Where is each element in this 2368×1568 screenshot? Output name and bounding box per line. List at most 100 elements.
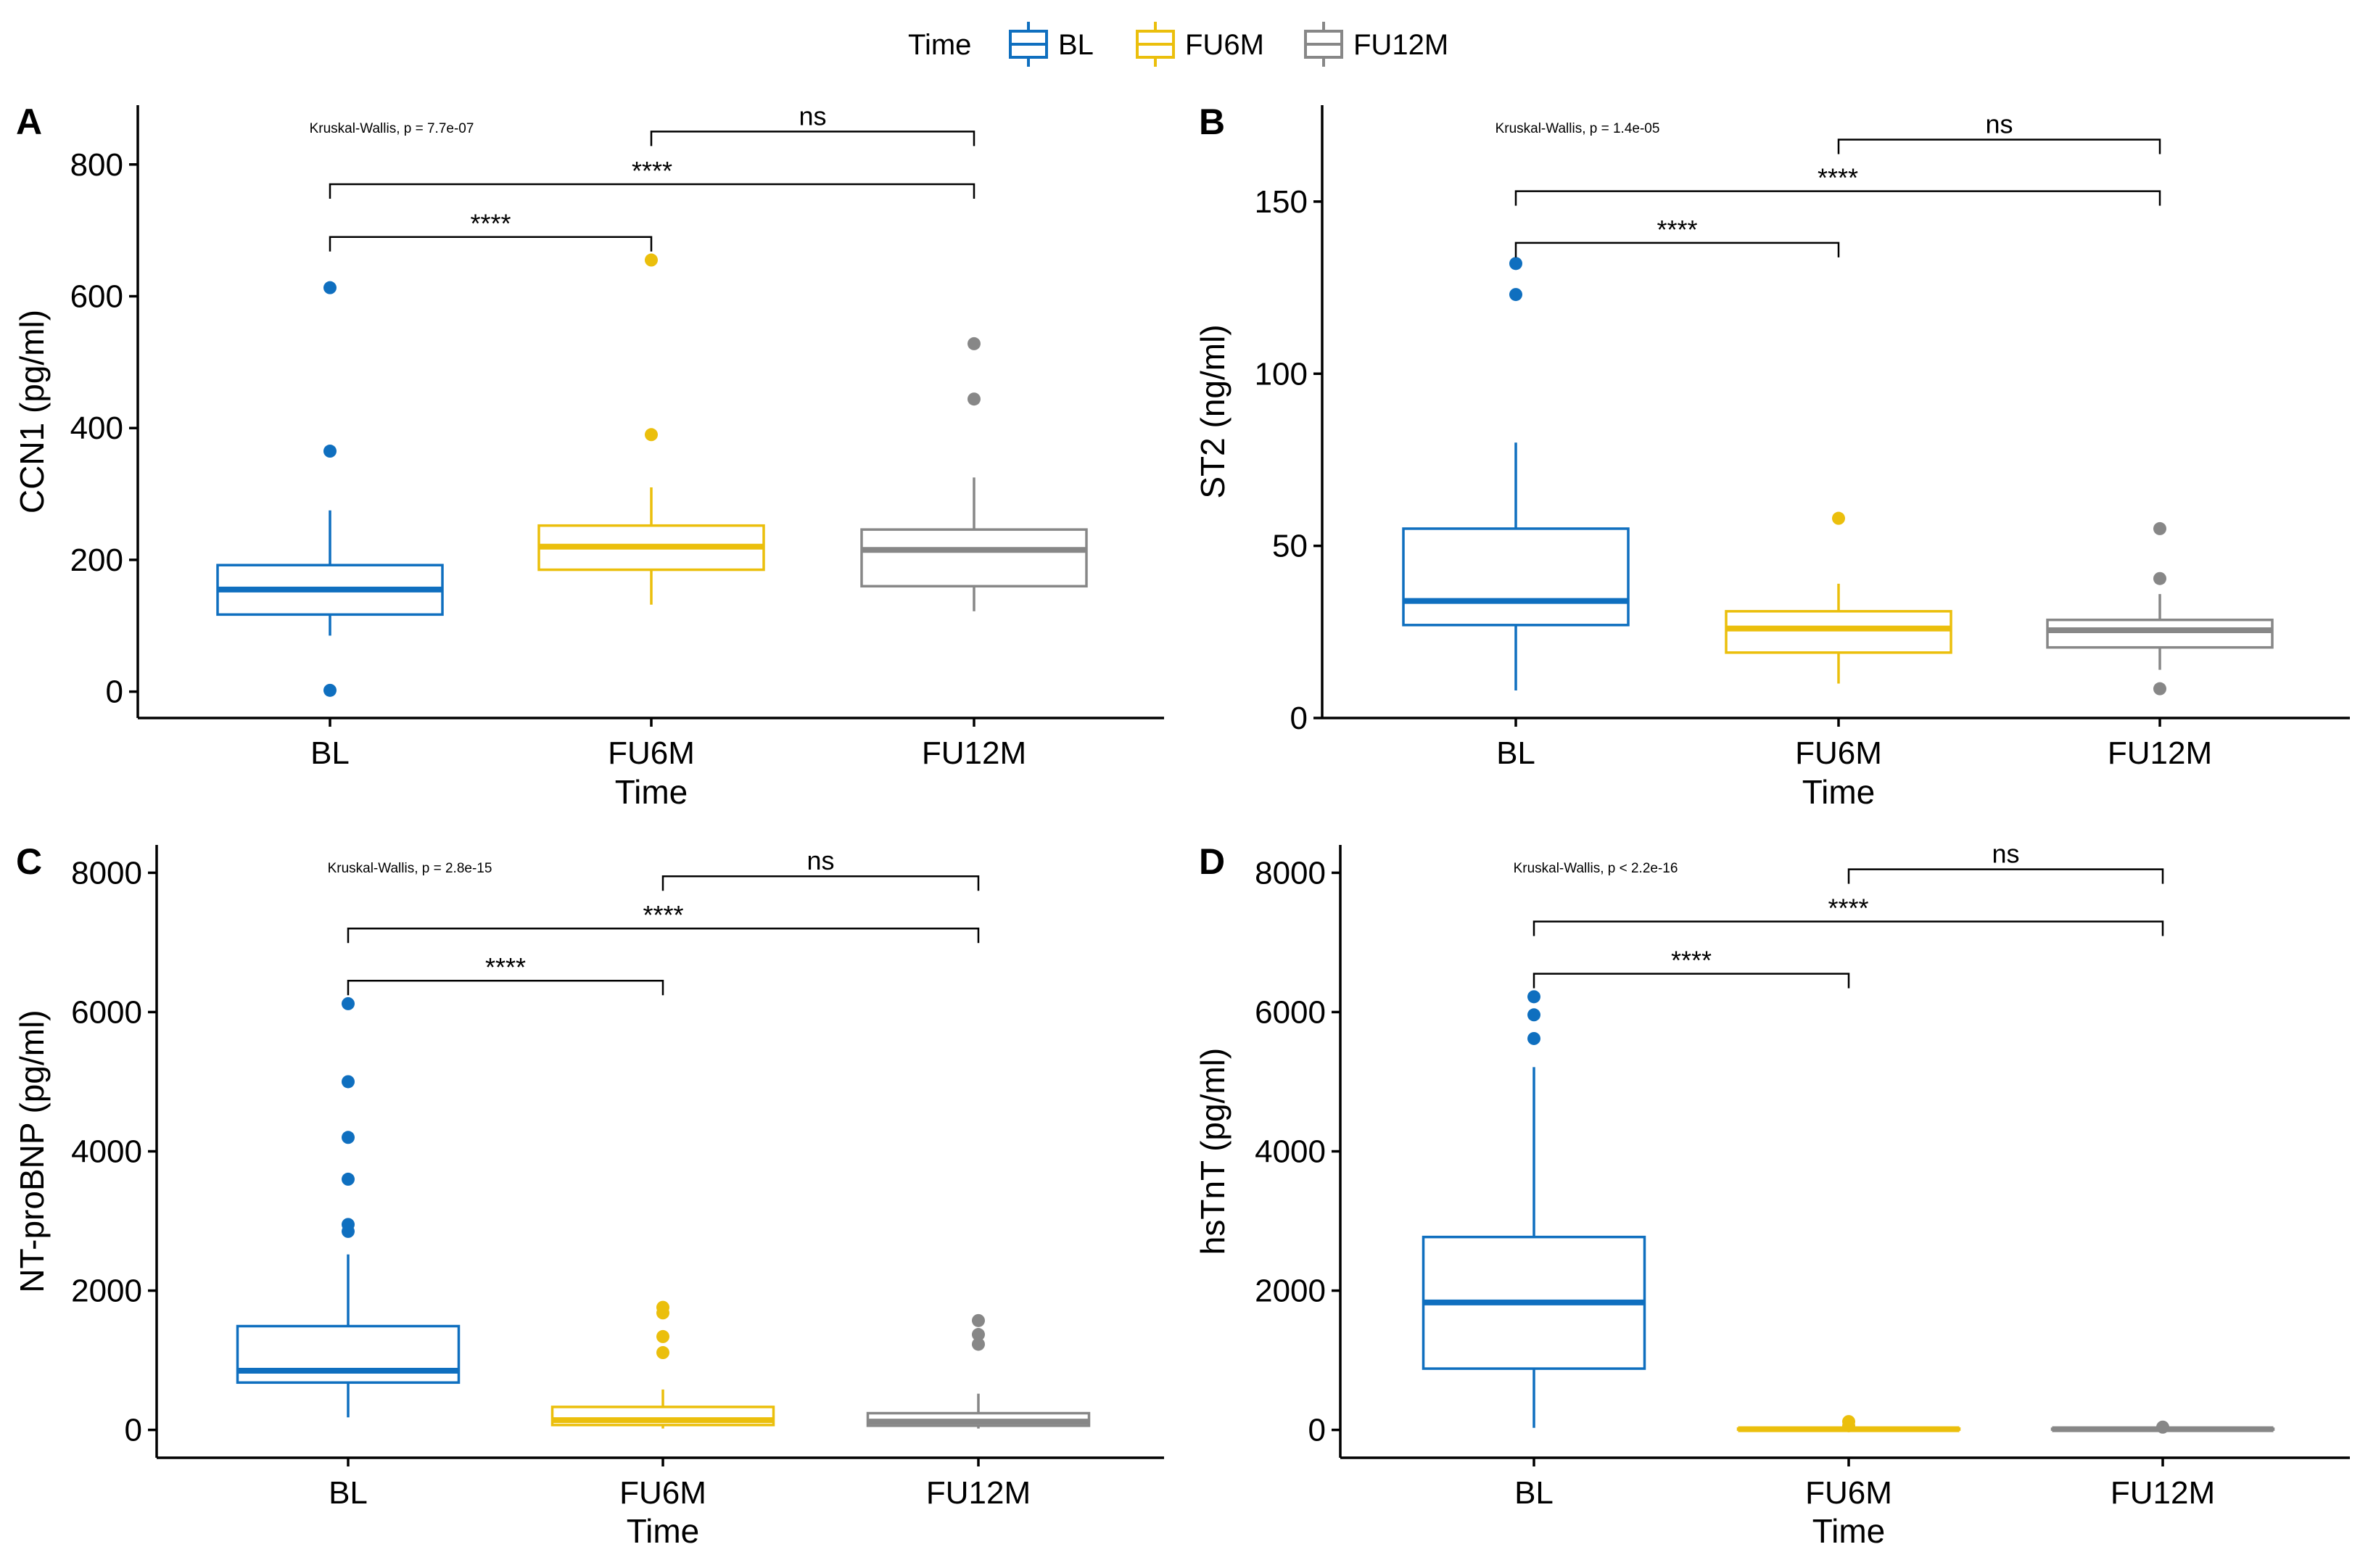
y-tick-label: 4000 xyxy=(71,1134,142,1170)
significance-label: **** xyxy=(1818,163,1858,193)
outlier-point xyxy=(342,1131,355,1144)
test-annotation: Kruskal-Wallis, p = 2.8e-15 xyxy=(328,861,492,876)
bracket-line xyxy=(329,183,975,199)
legend-label-fu12m: FU12M xyxy=(1353,29,1448,61)
box-iqr xyxy=(1402,527,1630,627)
x-tick-label: FU12M xyxy=(2108,735,2212,771)
significance-label: **** xyxy=(1657,215,1697,244)
y-tick-label: 600 xyxy=(70,278,123,314)
bracket-line xyxy=(1532,973,1850,989)
outlier-point xyxy=(2153,682,2166,696)
significance-label: ns xyxy=(799,101,826,131)
panel-letter: C xyxy=(16,841,42,882)
significance-label: ns xyxy=(1985,109,2013,139)
significance-bracket: **** xyxy=(1532,946,1850,989)
panel-a: A 0 200 400 600 800 BL FU6M FU12M Time CCN1 (pg/ml… xyxy=(13,101,1164,811)
significance-label: **** xyxy=(632,156,672,186)
significance-label: **** xyxy=(485,952,526,982)
panel-letter: B xyxy=(1199,102,1225,142)
outlier-point xyxy=(656,1346,669,1360)
bracket-line xyxy=(347,927,980,944)
x-tick-label: FU12M xyxy=(2111,1475,2215,1511)
box-bl xyxy=(216,281,444,697)
outlier-point xyxy=(1527,1031,1540,1045)
y-tick-label: 4000 xyxy=(1255,1134,1326,1170)
box-fu6m xyxy=(550,1300,775,1429)
outlier-point xyxy=(1832,511,1845,525)
significance-bracket: **** xyxy=(1514,215,1840,257)
legend-item-bl: BL xyxy=(1009,22,1094,67)
box-fu12m xyxy=(2050,1420,2275,1434)
y-tick-label: 8000 xyxy=(1255,855,1326,891)
y-tick-label: 0 xyxy=(125,1413,142,1448)
x-tick-label: FU12M xyxy=(922,735,1026,771)
significance-label: **** xyxy=(1671,946,1712,975)
legend-title: Time xyxy=(908,29,971,61)
bracket-line xyxy=(1514,190,2161,206)
x-tick-label: BL xyxy=(1496,735,1535,771)
bracket-line xyxy=(329,236,653,252)
box-fu6m xyxy=(537,253,765,605)
y-tick-label: 2000 xyxy=(1255,1274,1326,1309)
y-tick-label: 0 xyxy=(106,674,123,710)
box-fu12m xyxy=(860,337,1088,611)
outlier-point xyxy=(323,683,337,697)
y-tick-label: 400 xyxy=(70,410,123,446)
legend-label-fu6m: FU6M xyxy=(1185,29,1264,61)
outlier-point xyxy=(656,1329,669,1343)
outlier-point xyxy=(342,1172,355,1186)
significance-label: **** xyxy=(1828,894,1868,923)
box-fu12m xyxy=(2046,521,2274,696)
y-tick-label: 8000 xyxy=(71,855,142,891)
bracket-line xyxy=(1837,139,2161,154)
y-axis-title: NT-proBNP (pg/ml) xyxy=(13,1010,51,1292)
legend-label-bl: BL xyxy=(1058,29,1094,61)
box-fu6m xyxy=(1725,511,1952,684)
significance-bracket: **** xyxy=(329,209,653,252)
panel-letter: D xyxy=(1199,841,1225,882)
outlier-point xyxy=(342,1224,355,1238)
y-tick-label: 0 xyxy=(1290,701,1308,736)
outlier-point xyxy=(656,1306,669,1320)
significance-bracket: **** xyxy=(1514,163,2161,206)
bracket-line xyxy=(661,875,980,891)
outlier-point xyxy=(342,1075,355,1089)
significance-bracket: ns xyxy=(650,101,975,147)
outlier-point xyxy=(342,996,355,1010)
test-annotation: Kruskal-Wallis, p < 2.2e-16 xyxy=(1514,861,1678,876)
y-tick-label: 200 xyxy=(70,542,123,578)
x-axis-title: Time xyxy=(1812,1512,1886,1550)
y-tick-label: 50 xyxy=(1272,529,1308,564)
y-axis-title: ST2 (ng/ml) xyxy=(1194,324,1232,498)
y-tick-label: 0 xyxy=(1308,1413,1326,1448)
legend-item-fu6m: FU6M xyxy=(1136,22,1264,67)
outlier-point xyxy=(2153,521,2166,535)
significance-bracket: **** xyxy=(329,156,975,199)
significance-bracket: **** xyxy=(347,900,980,944)
panels: A 0 200 400 600 800 BL FU6M FU12M Time CCN1 (pg/ml… xyxy=(13,101,2350,1550)
bracket-line xyxy=(347,979,664,996)
x-tick-label: BL xyxy=(329,1475,368,1511)
significance-label: **** xyxy=(643,900,683,930)
x-tick-label: FU6M xyxy=(1795,735,1882,771)
y-tick-label: 2000 xyxy=(71,1274,142,1309)
y-tick-label: 6000 xyxy=(71,994,142,1030)
outlier-point xyxy=(968,392,981,406)
significance-label: **** xyxy=(470,209,511,239)
legend-item-fu12m: FU12M xyxy=(1304,22,1448,67)
test-annotation: Kruskal-Wallis, p = 7.7e-07 xyxy=(310,121,474,136)
panel-c: C 0 2000 4000 6000 8000 BL FU6M FU12M Time NT-proB… xyxy=(13,841,1164,1550)
x-tick-label: FU6M xyxy=(619,1475,706,1511)
bracket-line xyxy=(650,131,975,147)
x-tick-label: FU6M xyxy=(608,735,695,771)
outlier-point xyxy=(1527,1008,1540,1022)
outlier-point xyxy=(323,281,337,294)
box-iqr xyxy=(236,1324,461,1385)
x-tick-label: FU6M xyxy=(1805,1475,1892,1511)
box-iqr xyxy=(2046,618,2274,649)
outlier-point xyxy=(972,1337,985,1351)
significance-label: ns xyxy=(1992,839,2019,869)
y-axis-title: hsTnT (pg/ml) xyxy=(1194,1048,1232,1255)
outlier-point xyxy=(645,253,658,267)
